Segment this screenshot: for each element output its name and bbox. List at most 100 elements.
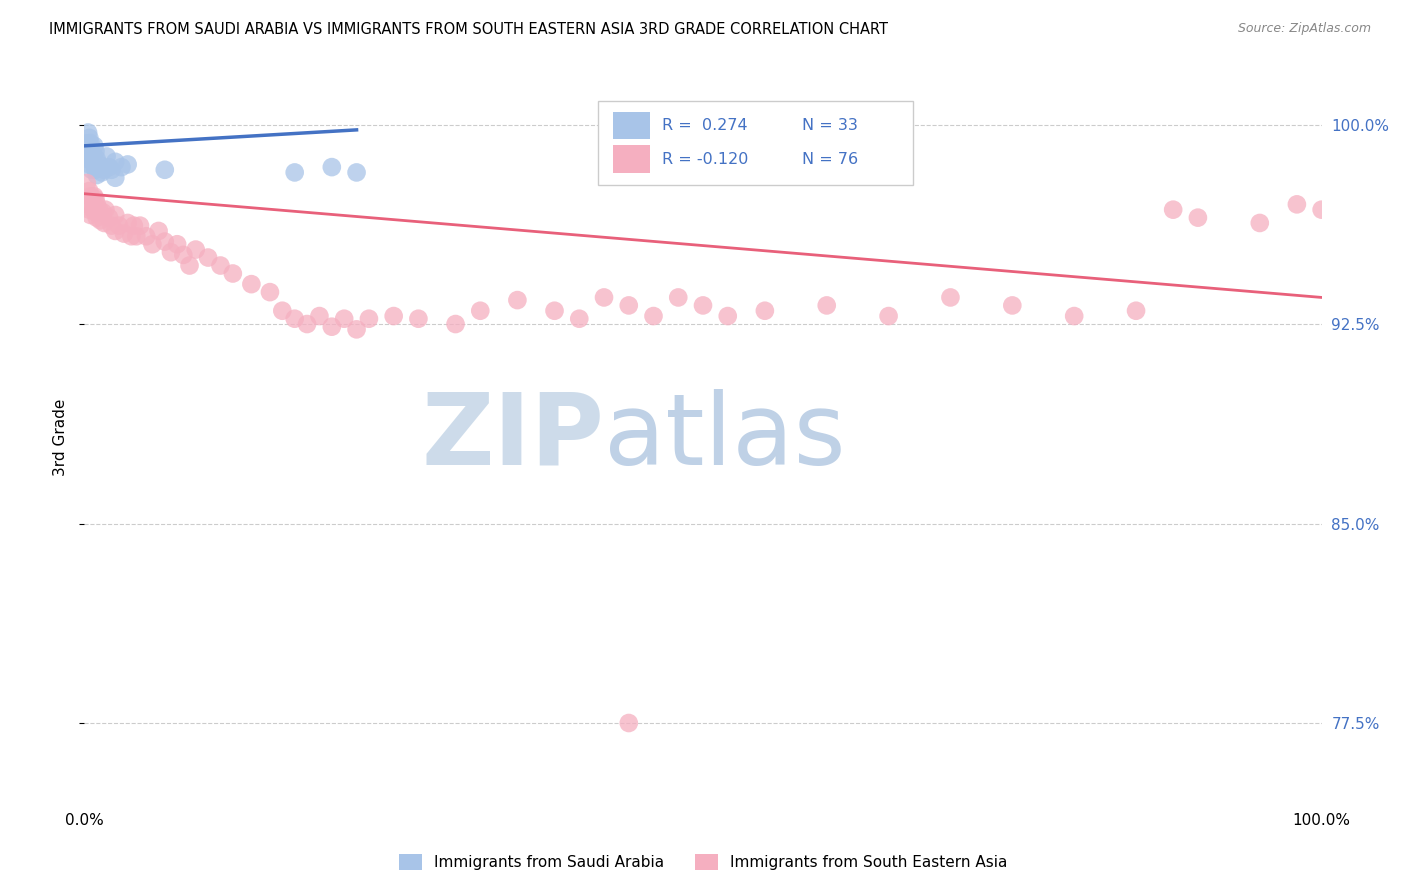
Point	[135, 229, 157, 244]
Point	[179, 259, 201, 273]
Point	[94, 202, 117, 217]
Point	[122, 219, 145, 233]
Point	[76, 149, 98, 163]
Point	[141, 237, 163, 252]
Point	[79, 208, 101, 222]
Point	[86, 197, 108, 211]
Point	[666, 290, 689, 304]
Point	[84, 162, 107, 177]
Point	[100, 162, 122, 177]
Point	[104, 208, 127, 222]
Point	[80, 162, 103, 177]
Point	[1063, 309, 1085, 323]
Point	[240, 277, 263, 292]
Point	[815, 298, 838, 312]
Point	[77, 197, 100, 211]
Point	[357, 311, 380, 326]
Point	[83, 157, 105, 171]
Point	[80, 144, 103, 158]
Point	[86, 168, 108, 182]
Point	[104, 224, 127, 238]
Point	[284, 311, 307, 326]
Point	[104, 170, 127, 185]
Point	[98, 160, 121, 174]
Point	[1125, 303, 1147, 318]
Point	[98, 211, 121, 225]
Point	[197, 251, 219, 265]
Point	[172, 248, 194, 262]
Point	[86, 152, 108, 166]
Point	[89, 213, 111, 227]
Point	[153, 162, 176, 177]
FancyBboxPatch shape	[598, 101, 914, 185]
Point	[82, 149, 104, 163]
Point	[346, 165, 368, 179]
Point	[754, 303, 776, 318]
Text: ZIP: ZIP	[422, 389, 605, 485]
Point	[308, 309, 330, 323]
Point	[93, 216, 115, 230]
Point	[184, 243, 207, 257]
Point	[117, 157, 139, 171]
Point	[408, 311, 430, 326]
Point	[108, 219, 131, 233]
Point	[1285, 197, 1308, 211]
Point	[284, 165, 307, 179]
Point	[1001, 298, 1024, 312]
Point	[346, 322, 368, 336]
Text: R = -0.120: R = -0.120	[662, 152, 748, 167]
Point	[93, 162, 115, 177]
Point	[877, 309, 900, 323]
Point	[76, 136, 98, 151]
Legend: Immigrants from Saudi Arabia, Immigrants from South Eastern Asia: Immigrants from Saudi Arabia, Immigrants…	[392, 847, 1014, 876]
Point	[444, 317, 467, 331]
Point	[91, 205, 114, 219]
Point	[77, 126, 100, 140]
Point	[506, 293, 529, 307]
Point	[89, 202, 111, 217]
Point	[1310, 202, 1333, 217]
Point	[148, 224, 170, 238]
Point	[110, 160, 132, 174]
Point	[77, 152, 100, 166]
Point	[79, 144, 101, 158]
Point	[117, 216, 139, 230]
Point	[382, 309, 405, 323]
Point	[86, 211, 108, 225]
Text: Source: ZipAtlas.com: Source: ZipAtlas.com	[1237, 22, 1371, 36]
Point	[79, 157, 101, 171]
Bar	[613, 112, 650, 139]
Point	[333, 311, 356, 326]
Point	[83, 138, 105, 153]
Point	[1161, 202, 1184, 217]
Point	[692, 298, 714, 312]
Point	[90, 165, 112, 179]
Point	[321, 319, 343, 334]
Point	[617, 716, 640, 731]
Point	[166, 237, 188, 252]
Point	[76, 176, 98, 190]
Point	[80, 192, 103, 206]
Point	[643, 309, 665, 323]
Text: IMMIGRANTS FROM SAUDI ARABIA VS IMMIGRANTS FROM SOUTH EASTERN ASIA 3RD GRADE COR: IMMIGRANTS FROM SAUDI ARABIA VS IMMIGRAN…	[49, 22, 889, 37]
Point	[79, 149, 101, 163]
Point	[543, 303, 565, 318]
Point	[470, 303, 492, 318]
Point	[593, 290, 616, 304]
Bar	[613, 145, 650, 173]
Point	[83, 189, 105, 203]
Point	[79, 131, 101, 145]
Point	[112, 227, 135, 241]
Point	[209, 259, 232, 273]
Point	[84, 144, 107, 158]
Point	[89, 157, 111, 171]
Point	[84, 192, 107, 206]
Point	[1249, 216, 1271, 230]
Text: R =  0.274: R = 0.274	[662, 118, 748, 133]
Point	[568, 311, 591, 326]
Point	[617, 298, 640, 312]
Point	[82, 202, 104, 217]
Text: N = 33: N = 33	[801, 118, 858, 133]
Point	[79, 202, 101, 217]
Point	[125, 229, 148, 244]
